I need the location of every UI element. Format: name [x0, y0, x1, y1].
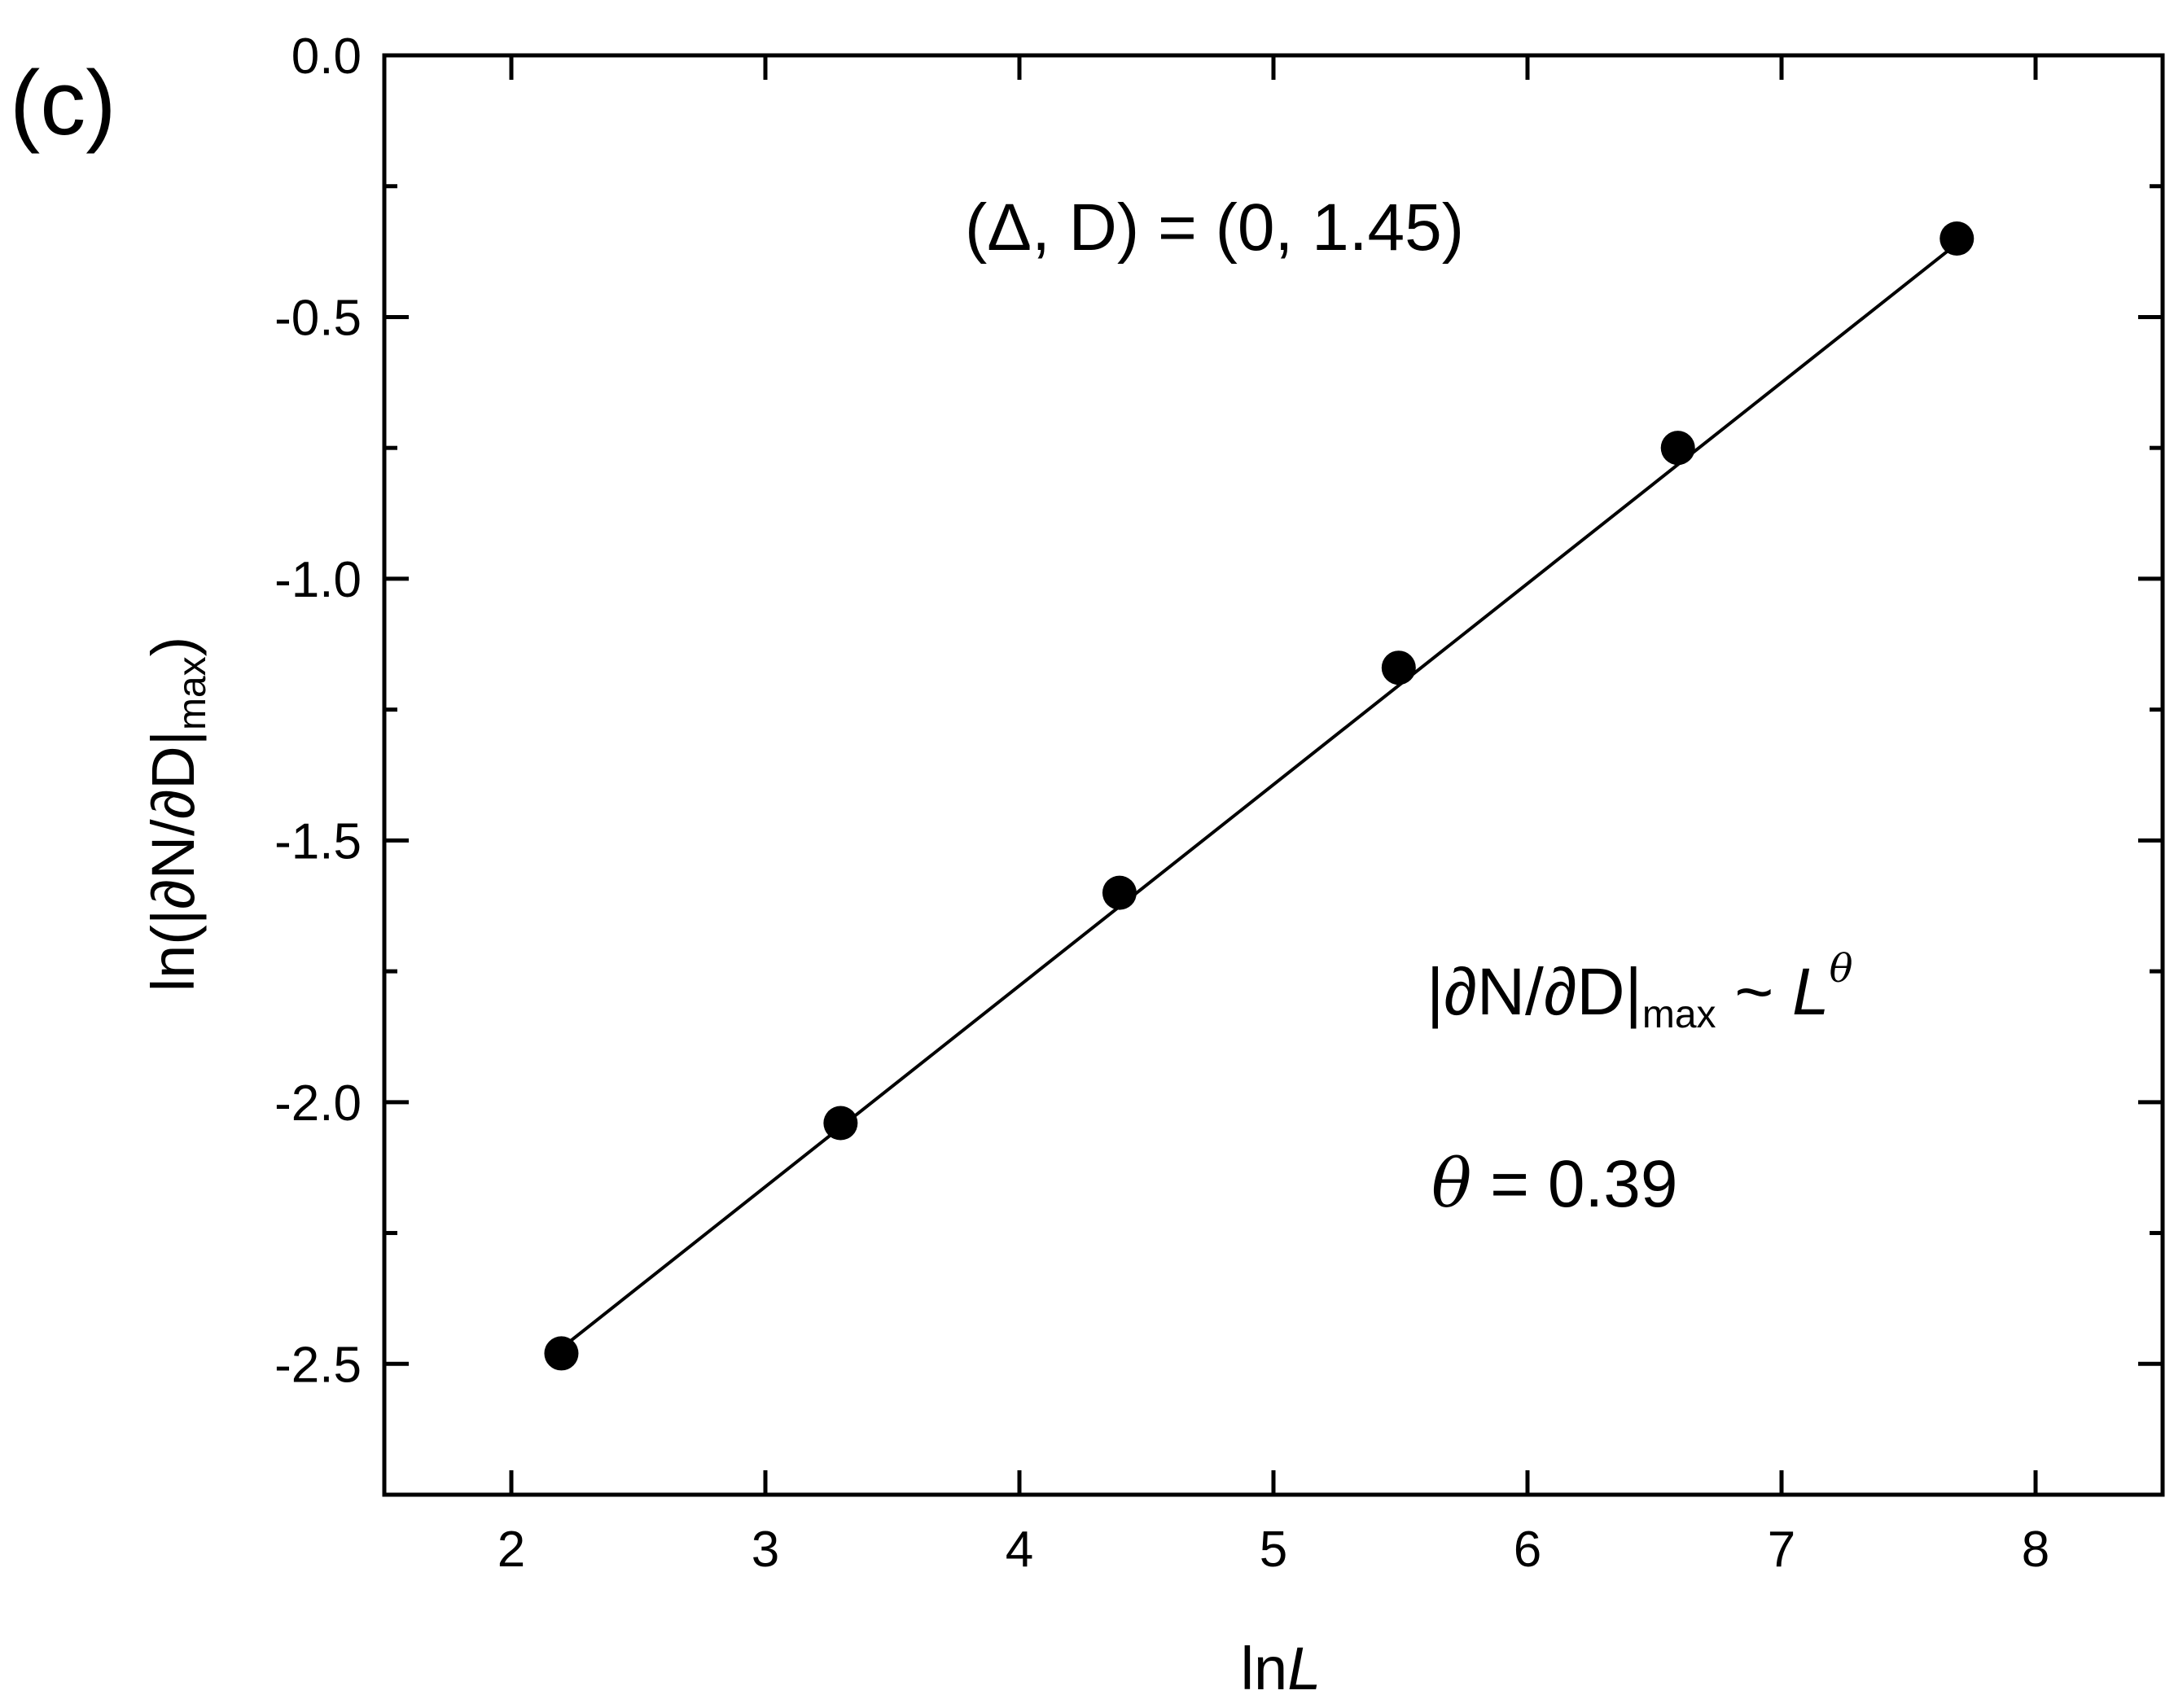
x-axis-title: lnL [1241, 1635, 1321, 1702]
x-axis-title-prefix: ln [1241, 1635, 1288, 1702]
fit-line [560, 242, 1958, 1350]
y-axis-title-close: ) [139, 637, 207, 657]
y-tick-label: -0.5 [274, 290, 362, 346]
y-axis-title: ln(|∂N/∂D|max) [139, 637, 214, 992]
fit-line-group [560, 242, 1958, 1350]
scaling-law-annotation: |∂N/∂D|max ~ Lθ [1427, 946, 1853, 1036]
y-tick-label: -1.0 [274, 552, 362, 608]
x-axis-title-var: L [1287, 1635, 1321, 1702]
theta-value: = 0.39 [1471, 1147, 1677, 1221]
y-axis-ticks: 0.0 -0.5 -1.0 -1.5 -2.0 -2.5 [274, 28, 2163, 1393]
y-axis-title-main: ln(|∂N/∂D| [139, 730, 207, 992]
x-tick-label: 4 [1006, 1522, 1033, 1578]
data-point [823, 1106, 858, 1141]
data-point [1660, 431, 1695, 466]
y-tick-label: 0.0 [291, 28, 362, 85]
scaling-lhs: |∂N/∂D| [1427, 955, 1642, 1029]
x-tick-label: 3 [752, 1522, 779, 1578]
data-point [544, 1336, 579, 1371]
theta-symbol: θ [1431, 1145, 1471, 1223]
x-axis-ticks: 2 3 4 5 6 7 8 [497, 55, 2049, 1578]
data-point [1381, 650, 1416, 685]
theta-annotation: θ = 0.39 [1431, 1145, 1677, 1223]
scaling-tilde: ~ [1716, 955, 1792, 1029]
params-annotation: (Δ, D) = (0, 1.45) [965, 191, 1464, 265]
x-tick-label: 7 [1768, 1522, 1795, 1578]
y-tick-label: -2.5 [274, 1337, 362, 1393]
data-point [1940, 221, 1975, 256]
x-tick-label: 5 [1260, 1522, 1287, 1578]
y-tick-label: -1.5 [274, 813, 362, 869]
y-tick-label: -2.0 [274, 1075, 362, 1132]
scaling-exp: θ [1830, 946, 1853, 992]
x-tick-label: 2 [497, 1522, 525, 1578]
scaling-var: L [1792, 955, 1830, 1029]
data-point [1102, 875, 1137, 910]
panel-label: (c) [10, 52, 116, 154]
data-points [544, 221, 1975, 1371]
x-tick-label: 8 [2022, 1522, 2049, 1578]
scaling-sub: max [1642, 993, 1716, 1036]
y-axis-title-sub: max [171, 656, 214, 730]
x-tick-label: 6 [1514, 1522, 1541, 1578]
